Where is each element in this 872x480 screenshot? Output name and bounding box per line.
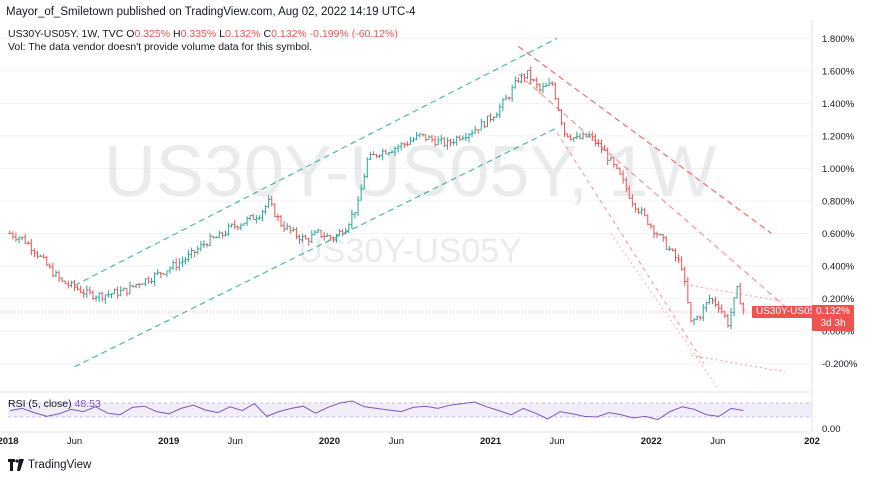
y-tick-label: 1.800% xyxy=(822,34,855,45)
y-tick-label: 1.600% xyxy=(822,66,855,77)
x-tick-label: Jun xyxy=(549,436,564,447)
published-by-line: Mayor_of_Smiletown published on TradingV… xyxy=(6,6,416,18)
ohlc-high-label: H xyxy=(173,28,181,40)
channel-line xyxy=(556,132,705,364)
channel-line xyxy=(610,233,719,389)
watermark-small: US30Y-US05Y xyxy=(298,232,522,270)
ohlc-close: 0.132% xyxy=(271,28,307,40)
bar-countdown: 3d 3h xyxy=(820,318,846,329)
channel-line xyxy=(517,73,786,308)
channel-line xyxy=(690,284,786,303)
y-tick-label: 1.200% xyxy=(822,131,855,142)
channel-line xyxy=(517,45,772,234)
rsi-legend: RSI (5, close) 48.53 xyxy=(8,398,101,410)
y-axis: 1.800% 1.600% 1.400% 1.200% 1.000% 0.800% 0.60… xyxy=(822,34,858,370)
ohlc-change: -0.199% (-60.12%) xyxy=(309,28,398,40)
channel-line xyxy=(74,37,558,287)
y-tick-label: 0.800% xyxy=(822,196,855,207)
y-tick-label: 1.000% xyxy=(822,164,855,175)
rsi-band xyxy=(8,403,812,417)
x-tick-label: Jun xyxy=(710,436,725,447)
volume-note: Vol: The data vendor doesn't provide vol… xyxy=(8,41,313,53)
y-tick-label: 0.000% xyxy=(822,327,855,338)
x-tick-label: Jun xyxy=(389,436,404,447)
rsi-axis-tick: 0.00 xyxy=(822,424,841,435)
channel-line xyxy=(690,354,786,373)
y-tick-label: 0.400% xyxy=(822,262,855,273)
tradingview-logo-icon xyxy=(8,459,24,471)
candles xyxy=(8,66,745,330)
last-price-value: 0.132% xyxy=(816,306,850,317)
trend-channels xyxy=(74,37,786,389)
symbol-line: US30Y-US05Y, 1W, TVC xyxy=(8,28,124,40)
y-tick-label: 1.400% xyxy=(822,99,855,110)
x-tick-label: 2022 xyxy=(641,436,662,447)
ohlc-open-label: O xyxy=(126,28,135,40)
y-tick-label: -0.200% xyxy=(822,359,858,370)
x-axis: 2018 Jun 2019 Jun 2020 Jun 2021 Jun 2022 Jun 202 xyxy=(0,436,820,447)
y-tick-label: 0.600% xyxy=(822,229,855,240)
brand-name: TradingView xyxy=(28,459,92,471)
symbol-price-badge: US30Y-US05Y xyxy=(752,306,826,318)
ohlc-low: 0.132% xyxy=(225,28,261,40)
x-tick-label: 2018 xyxy=(0,436,19,447)
x-tick-label: Jun xyxy=(67,436,82,447)
rsi-label: RSI (5, close) xyxy=(8,398,72,410)
watermark-big: US30Y-US05Y, 1W xyxy=(104,132,716,212)
ohlc-low-label: L xyxy=(219,28,225,40)
last-price-badge: 0.132% 3d 3h xyxy=(812,305,854,331)
ohlc-open: 0.325% xyxy=(134,28,171,40)
x-tick-label: 2019 xyxy=(158,436,179,447)
x-tick-label: 2020 xyxy=(319,436,340,447)
y-tick-label: 0.200% xyxy=(822,294,855,305)
rsi-value: 48.53 xyxy=(74,398,101,410)
rsi-line xyxy=(9,400,744,421)
tradingview-brand[interactable]: TradingView xyxy=(8,459,91,471)
x-tick-label: Jun xyxy=(228,436,243,447)
x-tick-label: 2021 xyxy=(480,436,502,447)
x-tick-label: 202 xyxy=(804,436,820,447)
grid xyxy=(0,37,812,365)
symbol-legend: US30Y-US05Y, 1W, TVC O0.325% H0.335% L0.… xyxy=(8,28,398,40)
ohlc-close-label: C xyxy=(263,28,272,40)
ohlc-high: 0.335% xyxy=(180,28,217,40)
